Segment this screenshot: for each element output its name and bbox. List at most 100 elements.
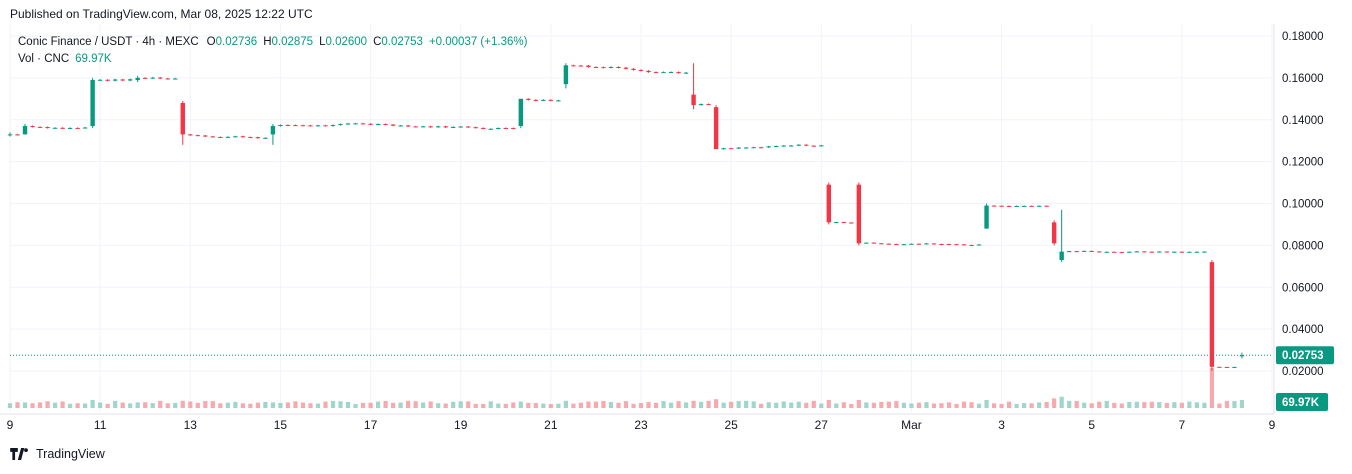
candle-body bbox=[781, 145, 786, 147]
candle-body bbox=[458, 126, 463, 128]
candle-body bbox=[984, 205, 989, 229]
volume-label[interactable]: Vol · CNC bbox=[18, 53, 70, 65]
candle-body bbox=[1029, 205, 1034, 207]
volume-bar bbox=[270, 402, 276, 408]
volume-bar bbox=[60, 401, 65, 408]
y-tick-label: 0.14000 bbox=[1282, 115, 1324, 127]
ohlc-row: Conic Finance / USDT · 4h · MEXC O 0.027… bbox=[18, 34, 533, 51]
volume-bar bbox=[1134, 401, 1139, 408]
volume-bar bbox=[518, 401, 523, 408]
candle-body bbox=[1104, 251, 1109, 253]
volume-bar bbox=[1022, 403, 1027, 408]
volume-bar bbox=[729, 401, 734, 408]
volume-bar bbox=[1202, 402, 1207, 408]
candle-body bbox=[856, 184, 862, 244]
volume-bar bbox=[1209, 368, 1215, 408]
volume-bar bbox=[345, 401, 351, 408]
volume-bar bbox=[1006, 401, 1012, 408]
candle-body bbox=[713, 107, 719, 150]
volume-bar bbox=[939, 403, 944, 408]
volume-bar bbox=[323, 401, 328, 408]
volume-bar bbox=[1172, 402, 1177, 408]
candle-body bbox=[1051, 222, 1057, 244]
volume-value: 69.97K bbox=[75, 53, 112, 65]
volume-bar bbox=[676, 401, 681, 408]
volume-bar bbox=[1052, 398, 1057, 408]
symbol-title[interactable]: Conic Finance / USDT · 4h · MEXC bbox=[18, 36, 199, 48]
candle-body bbox=[743, 147, 749, 149]
volume-bar bbox=[338, 401, 343, 408]
candle-body bbox=[428, 126, 433, 128]
candle-body bbox=[661, 72, 666, 74]
candle-body bbox=[466, 126, 471, 128]
candle-body bbox=[886, 243, 892, 245]
volume-bar bbox=[706, 400, 711, 408]
volume-bar bbox=[443, 403, 448, 408]
candle-body bbox=[563, 65, 569, 85]
volume-bar bbox=[1127, 402, 1132, 408]
candle-body bbox=[1142, 251, 1147, 253]
volume-bar bbox=[714, 399, 719, 408]
volume-bar bbox=[128, 403, 133, 408]
price-chart[interactable]: 0.18000 0.16000 0.14000 0.12000 0.10000 0.080… bbox=[0, 24, 1352, 442]
candle-body bbox=[195, 135, 200, 137]
candle-body bbox=[864, 242, 869, 244]
candle-body bbox=[383, 124, 388, 126]
volume-bar bbox=[1149, 401, 1154, 408]
volume-bar bbox=[1232, 401, 1237, 408]
candle-body bbox=[270, 126, 276, 135]
volume-bar bbox=[143, 402, 148, 408]
high-value: 0.02875 bbox=[271, 36, 314, 48]
candle-body bbox=[871, 242, 877, 244]
candle-body bbox=[879, 243, 884, 245]
candle-body bbox=[503, 128, 508, 130]
candle-body bbox=[188, 134, 193, 136]
candle-body bbox=[451, 126, 456, 128]
candle-body bbox=[954, 244, 959, 246]
candle-body bbox=[728, 148, 734, 150]
volume-bar bbox=[1194, 402, 1199, 408]
volume-bar bbox=[586, 401, 591, 408]
candle-body bbox=[45, 127, 50, 129]
volume-bar bbox=[1239, 400, 1245, 408]
volume-bar bbox=[173, 402, 178, 408]
candle-body bbox=[578, 65, 584, 67]
volume-bar bbox=[916, 402, 922, 408]
candle-body bbox=[1006, 205, 1012, 207]
volume-bar bbox=[210, 401, 215, 408]
volume-bar bbox=[1037, 402, 1042, 408]
candle-body bbox=[255, 137, 261, 139]
candle-body bbox=[360, 123, 366, 125]
candle-body bbox=[1224, 366, 1230, 368]
y-tick-label: 0.04000 bbox=[1282, 324, 1324, 336]
volume-bar bbox=[360, 402, 366, 408]
volume-bar bbox=[683, 402, 689, 408]
volume-bar bbox=[834, 403, 839, 408]
volume-bar bbox=[180, 400, 185, 408]
y-tick-label: 0.10000 bbox=[1282, 199, 1324, 211]
candle-body bbox=[511, 128, 516, 130]
candle-body bbox=[278, 124, 283, 127]
volume-bar bbox=[368, 402, 373, 408]
volume-bar bbox=[646, 402, 651, 408]
volume-bar bbox=[391, 402, 396, 408]
volume-bar bbox=[766, 402, 771, 408]
volume-bar bbox=[721, 402, 726, 408]
x-tick-label: 13 bbox=[184, 418, 198, 432]
candle-body bbox=[961, 244, 967, 246]
y-tick-label: 0.08000 bbox=[1282, 240, 1324, 252]
volume-bar bbox=[263, 401, 268, 408]
last-volume-label: 69.97K bbox=[1282, 397, 1320, 409]
volume-bar bbox=[578, 402, 584, 408]
x-tick-label: 25 bbox=[724, 418, 738, 432]
volume-bar bbox=[811, 400, 816, 408]
volume-bar bbox=[458, 401, 463, 408]
candle-body bbox=[1082, 250, 1087, 252]
volume-bar bbox=[150, 403, 155, 408]
volume-bar bbox=[375, 401, 381, 408]
candle-body bbox=[586, 65, 591, 68]
candle-body bbox=[413, 126, 418, 128]
candle-body bbox=[15, 134, 20, 136]
candle-body bbox=[1089, 250, 1094, 252]
volume-bar bbox=[353, 403, 358, 408]
